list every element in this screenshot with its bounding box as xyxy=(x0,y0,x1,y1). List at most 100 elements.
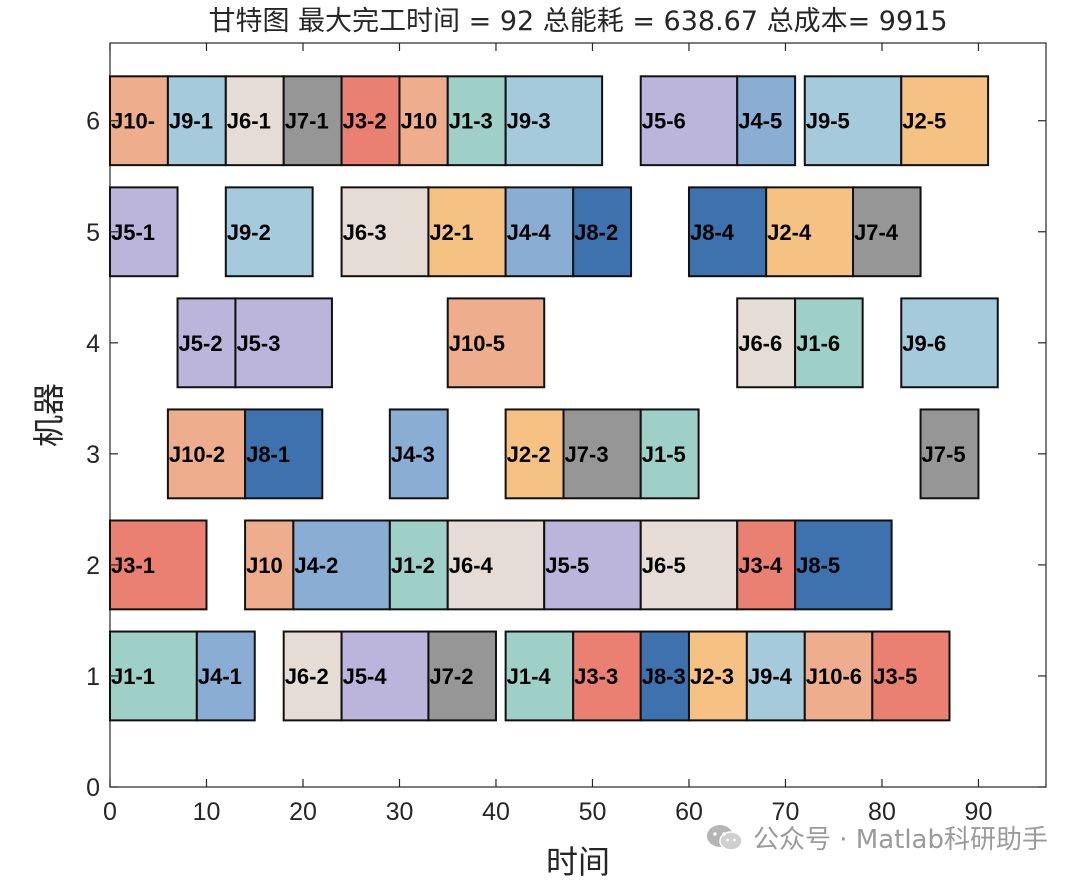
task-label-J8-3: J8-3 xyxy=(642,664,686,689)
watermark: 公众号 · Matlab科研助手 xyxy=(705,819,1048,856)
task-bar-J6-3 xyxy=(340,186,430,278)
task-bar-J8-5 xyxy=(794,519,893,611)
x-tick-label: 40 xyxy=(482,798,510,826)
task-bar-J7-2 xyxy=(427,630,497,722)
task-label-J7-5: J7-5 xyxy=(922,442,966,467)
y-tick-label: 1 xyxy=(86,663,100,691)
task-bar-J5-2 xyxy=(176,297,237,389)
task-label-J8-5: J8-5 xyxy=(796,553,840,578)
task-bar-J7-5 xyxy=(919,408,980,500)
y-tick-label: 3 xyxy=(86,441,100,469)
x-tick-label: 60 xyxy=(675,798,703,826)
task-bar-J3-1 xyxy=(109,519,208,611)
axis-ticks: 0 10 20 30 40 50 60 70 80 90 0 1 2 3 4 5 6 xyxy=(86,43,1046,826)
task-label-J5-5: J5-5 xyxy=(545,553,589,578)
task-label-J4-5: J4-5 xyxy=(738,109,782,134)
task-bar-J6-2 xyxy=(282,630,343,722)
task-label-J7-3: J7-3 xyxy=(565,442,609,467)
task-bar-J6-5 xyxy=(639,519,739,611)
task-bar-J10-2 xyxy=(166,408,247,500)
task-label-J6-5: J6-5 xyxy=(642,553,686,578)
task-bar-J2-1 xyxy=(427,186,507,278)
task-bar-J5-6 xyxy=(639,75,739,167)
task-label-J2-4: J2-4 xyxy=(767,220,812,245)
x-tick-label: 20 xyxy=(289,798,317,826)
task-label-J5-4: J5-4 xyxy=(343,664,388,689)
chart-title: 甘特图 最大完工时间 = 92 总能耗 = 638.67 总成本= 9915 xyxy=(208,6,947,37)
y-tick-label: 0 xyxy=(86,774,100,802)
task-label-J8-1: J8-1 xyxy=(246,442,290,467)
x-tick-label: 80 xyxy=(868,798,896,826)
task-bar-J10- xyxy=(109,75,169,167)
task-label-J4-4: J4-4 xyxy=(507,220,552,245)
task-bar-J9-6 xyxy=(900,297,999,389)
task-bar-J1-6 xyxy=(794,297,864,389)
task-label-J6-1: J6-1 xyxy=(227,109,271,134)
task-bar-J9-4 xyxy=(745,630,806,722)
task-label-J10-2: J10-2 xyxy=(169,442,225,467)
task-label-J4-2: J4-2 xyxy=(294,553,338,578)
task-label-J9-1: J9-1 xyxy=(169,109,213,134)
task-bar-J9-2 xyxy=(224,186,314,278)
task-label-J6-4: J6-4 xyxy=(449,553,494,578)
task-label-J8-2: J8-2 xyxy=(574,220,618,245)
task-bar-J9-3 xyxy=(504,75,604,167)
task-label-J2-5: J2-5 xyxy=(902,109,946,134)
task-label-J9-4: J9-4 xyxy=(748,664,793,689)
task-bar-J8-2 xyxy=(572,186,633,278)
task-bars: J10- J9-1 J6-1 J7-1 J3-2 J10 J1-3 J9-3 J5-6 J4-5 J… xyxy=(109,75,999,722)
task-bar-J5-4 xyxy=(340,630,430,722)
task-label-J7-1: J7-1 xyxy=(285,109,329,134)
task-bar-J8-4 xyxy=(687,186,768,278)
task-bar-J3-3 xyxy=(572,630,642,722)
task-label-J5-2: J5-2 xyxy=(179,331,223,356)
task-bar-J4-4 xyxy=(504,186,575,278)
task-label-J4-3: J4-3 xyxy=(391,442,435,467)
task-label-J1-6: J1-6 xyxy=(796,331,840,356)
task-label-J2-2: J2-2 xyxy=(507,442,551,467)
x-tick-label: 0 xyxy=(103,798,117,826)
task-label-J1-1: J1-1 xyxy=(111,664,155,689)
task-bar-J6-4 xyxy=(446,519,546,611)
task-label-J1-5: J1-5 xyxy=(642,442,686,467)
task-label-J3-5: J3-5 xyxy=(873,664,917,689)
task-label-J9-3: J9-3 xyxy=(507,109,551,134)
task-label-J2-3: J2-3 xyxy=(690,664,734,689)
task-label-J8-4: J8-4 xyxy=(690,220,735,245)
task-label-J9-5: J9-5 xyxy=(806,109,850,134)
task-label-J1-3: J1-3 xyxy=(449,109,493,134)
task-label-J6-2: J6-2 xyxy=(285,664,329,689)
task-bar-J7-4 xyxy=(852,186,922,278)
x-tick-label: 10 xyxy=(193,798,221,826)
x-tick-label: 70 xyxy=(772,798,800,826)
y-tick-label: 6 xyxy=(86,108,100,136)
task-label-J6-6: J6-6 xyxy=(738,331,782,356)
task-label-J3-4: J3-4 xyxy=(738,553,783,578)
task-label-J10-5: J10-5 xyxy=(449,331,505,356)
wechat-icon xyxy=(705,823,745,853)
task-bar-J5-1 xyxy=(109,186,179,278)
task-label-J1-4: J1-4 xyxy=(507,664,552,689)
task-bar-J3-2 xyxy=(340,75,401,167)
task-label-J7-2: J7-2 xyxy=(429,664,473,689)
task-bar-J10-5 xyxy=(446,297,546,389)
task-bar-J5-3 xyxy=(234,297,333,389)
task-bar-J10-6 xyxy=(803,630,874,722)
x-axis-label: 时间 xyxy=(546,843,610,881)
task-bar-J1-1 xyxy=(109,630,198,722)
task-label-J10-: J10- xyxy=(111,109,155,134)
task-bar-J7-1 xyxy=(282,75,343,167)
task-bar-J1-3 xyxy=(446,75,507,167)
y-tick-label: 5 xyxy=(86,219,100,247)
x-tick-label: 50 xyxy=(579,798,607,826)
task-label-J3-3: J3-3 xyxy=(574,664,618,689)
task-label-J9-2: J9-2 xyxy=(227,220,271,245)
task-label-J2-1: J2-1 xyxy=(429,220,473,245)
task-label-J4-1: J4-1 xyxy=(198,664,242,689)
task-bar-J2-3 xyxy=(687,630,748,722)
task-label-J3-1: J3-1 xyxy=(111,553,155,578)
task-label-J10: J10 xyxy=(400,109,437,134)
task-label-J7-4: J7-4 xyxy=(854,220,899,245)
task-label-J5-3: J5-3 xyxy=(236,331,280,356)
task-label-J3-2: J3-2 xyxy=(343,109,387,134)
